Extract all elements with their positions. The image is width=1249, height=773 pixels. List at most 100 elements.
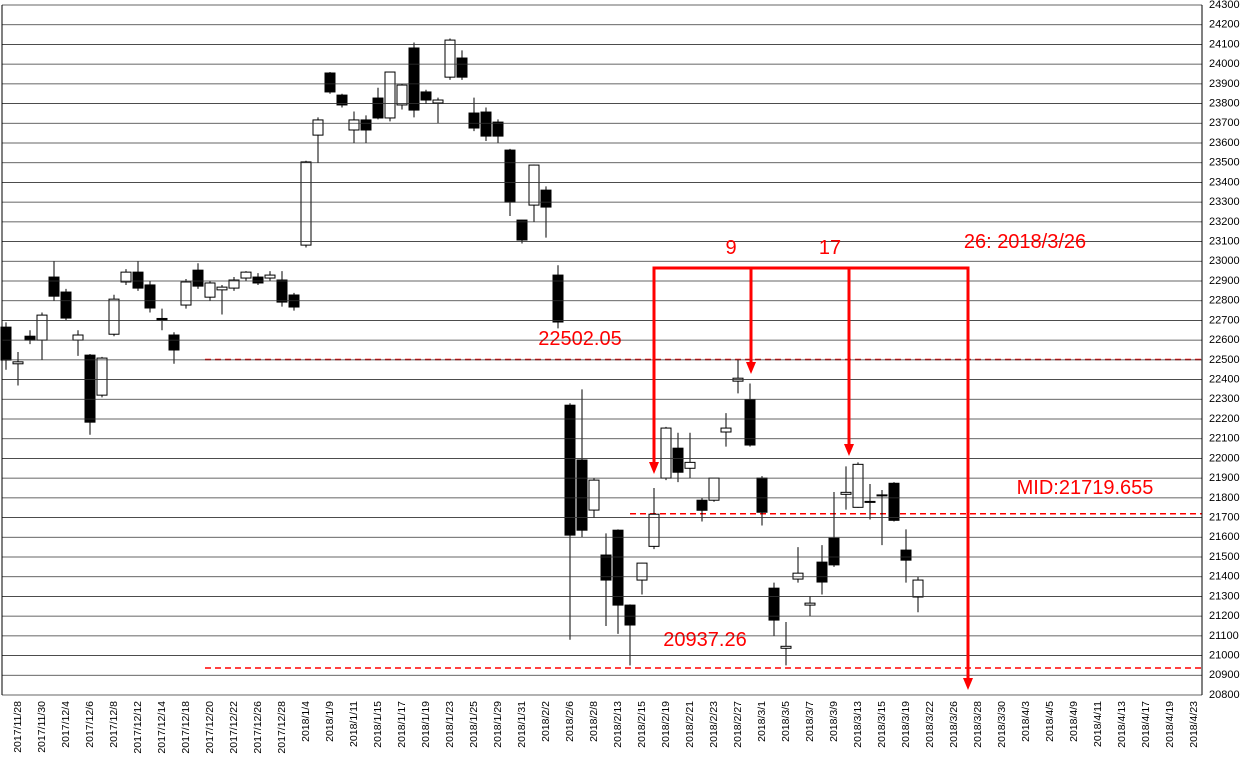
candle-body bbox=[72, 334, 84, 341]
y-tick-label: 22100 bbox=[1209, 433, 1240, 445]
y-tick-label: 23500 bbox=[1209, 157, 1240, 169]
candle-body bbox=[36, 314, 48, 341]
x-tick-label: 2017/11/28 bbox=[12, 701, 24, 753]
x-tick-label: 2018/3/7 bbox=[804, 701, 816, 742]
candle-body bbox=[516, 219, 528, 241]
x-tick-label: 2018/1/25 bbox=[468, 701, 480, 748]
candle-body bbox=[624, 604, 636, 626]
candle-body bbox=[228, 279, 240, 289]
candle-body bbox=[192, 269, 204, 287]
y-tick-label: 21400 bbox=[1209, 571, 1240, 583]
candle-body bbox=[864, 500, 876, 503]
candle-body bbox=[408, 47, 420, 111]
x-tick-label: 2018/1/19 bbox=[420, 701, 432, 748]
reference-label: 20937.26 bbox=[663, 629, 746, 651]
y-tick-label: 21200 bbox=[1209, 610, 1240, 622]
candle-body bbox=[696, 499, 708, 511]
y-tick-label: 21500 bbox=[1209, 551, 1240, 563]
candle-body bbox=[384, 71, 396, 119]
candle-body bbox=[276, 279, 288, 303]
x-tick-label: 2018/4/17 bbox=[1140, 701, 1152, 748]
candle-body bbox=[744, 399, 756, 446]
x-tick-label: 2018/3/26 bbox=[948, 701, 960, 748]
candle-body bbox=[792, 572, 804, 580]
y-tick-label: 21600 bbox=[1209, 531, 1240, 543]
x-tick-label: 2018/4/23 bbox=[1188, 701, 1200, 748]
candle-body bbox=[912, 579, 924, 598]
x-tick-label: 2018/1/17 bbox=[396, 701, 408, 748]
y-tick-label: 22700 bbox=[1209, 314, 1240, 326]
candle-body bbox=[816, 561, 828, 583]
candle-body bbox=[768, 587, 780, 621]
x-tick-label: 2018/1/4 bbox=[300, 701, 312, 742]
candle-body bbox=[780, 645, 792, 649]
x-tick-label: 2018/1/11 bbox=[348, 701, 360, 747]
candle-body bbox=[396, 84, 408, 106]
arrow-label: 26: 2018/3/26 bbox=[964, 231, 1086, 253]
x-tick-label: 2018/2/19 bbox=[660, 701, 672, 748]
candle-body bbox=[216, 286, 228, 291]
candle-body bbox=[660, 427, 672, 479]
x-tick-label: 2018/3/5 bbox=[780, 701, 792, 742]
x-tick-label: 2018/4/9 bbox=[1068, 701, 1080, 742]
y-tick-label: 22500 bbox=[1209, 354, 1240, 366]
candle-body bbox=[636, 562, 648, 581]
candle-body bbox=[24, 335, 36, 341]
x-tick-label: 2018/3/19 bbox=[900, 701, 912, 748]
arrow-head bbox=[963, 678, 973, 690]
candle-body bbox=[12, 361, 24, 365]
y-tick-label: 20900 bbox=[1209, 669, 1240, 681]
x-tick-label: 2018/1/29 bbox=[492, 701, 504, 748]
x-tick-label: 2018/2/8 bbox=[588, 701, 600, 742]
x-tick-label: 2018/3/9 bbox=[828, 701, 840, 742]
candle-body bbox=[432, 99, 444, 104]
y-tick-label: 21700 bbox=[1209, 511, 1240, 523]
candle-body bbox=[324, 72, 336, 93]
candle-body bbox=[888, 482, 900, 521]
candle-body bbox=[96, 357, 108, 396]
y-tick-label: 23200 bbox=[1209, 216, 1240, 228]
candle-body bbox=[336, 94, 348, 106]
arrow-head bbox=[649, 462, 659, 474]
candle-body bbox=[612, 529, 624, 606]
y-tick-label: 23100 bbox=[1209, 235, 1240, 247]
x-tick-label: 2018/3/15 bbox=[876, 701, 888, 748]
y-tick-label: 20800 bbox=[1209, 689, 1240, 701]
y-tick-label: 23900 bbox=[1209, 78, 1240, 90]
x-tick-label: 2018/1/15 bbox=[372, 701, 384, 748]
x-tick-label: 2018/4/11 bbox=[1092, 701, 1104, 747]
candle-body bbox=[528, 164, 540, 206]
x-tick-label: 2017/12/26 bbox=[252, 701, 264, 754]
x-tick-label: 2018/2/15 bbox=[636, 701, 648, 748]
y-tick-label: 24300 bbox=[1209, 0, 1240, 11]
candle-body bbox=[252, 276, 264, 284]
candle-body bbox=[504, 149, 516, 203]
candle-body bbox=[492, 121, 504, 137]
x-tick-label: 2018/4/3 bbox=[1020, 701, 1032, 742]
x-tick-label: 2018/2/2 bbox=[540, 701, 552, 742]
y-tick-label: 24200 bbox=[1209, 19, 1240, 31]
candle-body bbox=[480, 111, 492, 137]
x-tick-label: 2018/1/23 bbox=[444, 701, 456, 748]
y-tick-label: 21100 bbox=[1209, 630, 1239, 642]
y-tick-label: 21000 bbox=[1209, 649, 1240, 661]
reference-label: 22502.05 bbox=[538, 328, 621, 350]
candle-body bbox=[120, 271, 132, 283]
y-tick-label: 23600 bbox=[1209, 137, 1240, 149]
annotation-arrows bbox=[652, 266, 970, 680]
candle-body bbox=[684, 461, 696, 469]
candle-body bbox=[444, 39, 456, 78]
plot: 22502.05MID:21719.65520937.2620800209002… bbox=[0, 0, 1240, 754]
candle-body bbox=[108, 298, 120, 335]
y-tick-label: 22000 bbox=[1209, 452, 1240, 464]
x-tick-label: 2017/12/14 bbox=[156, 701, 168, 754]
y-tick-label: 24000 bbox=[1209, 58, 1240, 70]
candle-body bbox=[372, 97, 384, 119]
candle-body bbox=[648, 513, 660, 547]
y-tick-label: 23000 bbox=[1209, 255, 1240, 267]
y-tick-label: 21900 bbox=[1209, 472, 1240, 484]
arrow-label: 17 bbox=[819, 237, 841, 259]
y-tick-label: 23800 bbox=[1209, 97, 1240, 109]
bracket bbox=[652, 266, 970, 680]
